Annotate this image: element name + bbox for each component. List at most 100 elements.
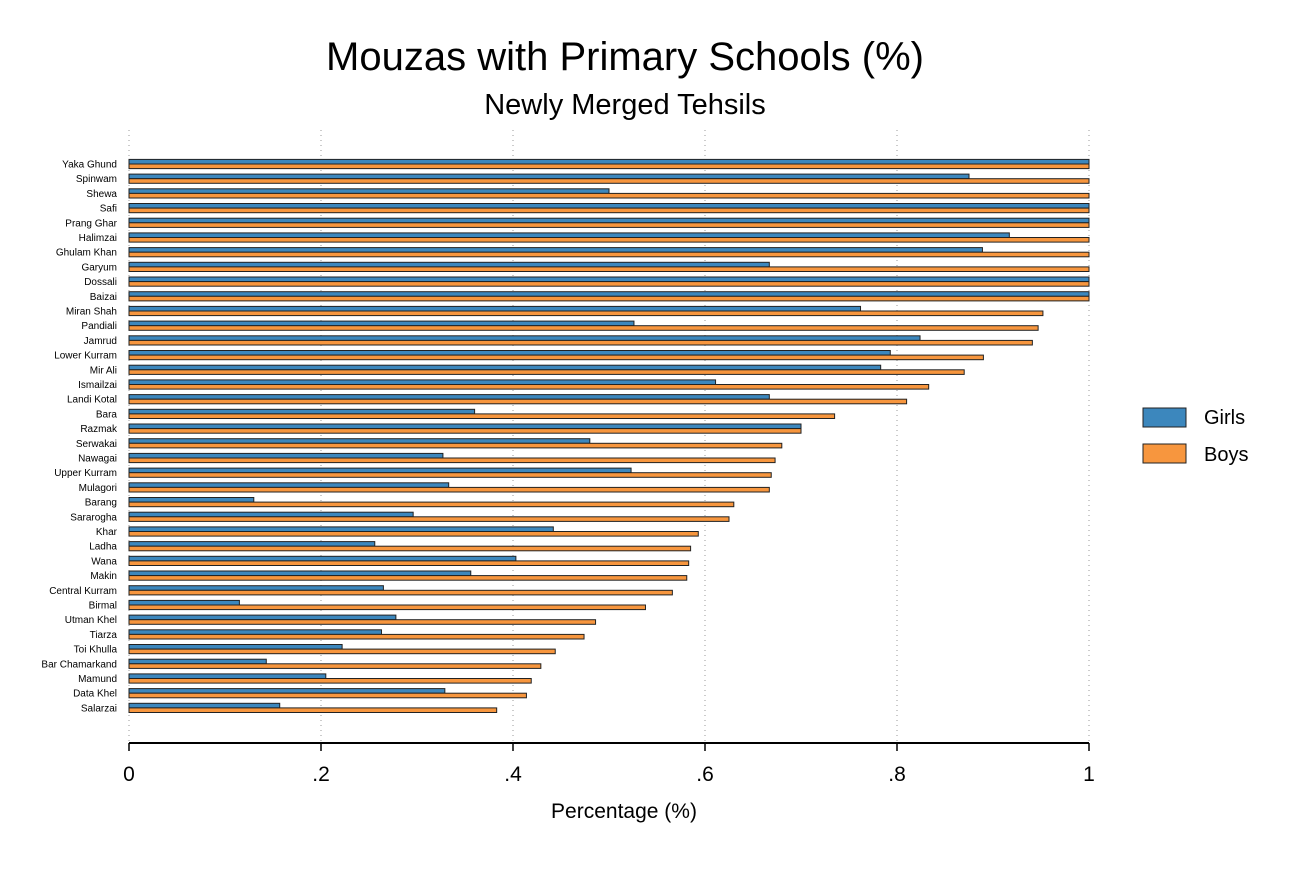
- legend-swatch-girls: [1142, 407, 1187, 428]
- category-label: Birmal: [89, 601, 117, 612]
- bar-boys: [128, 178, 1090, 184]
- bar-boys: [128, 486, 770, 493]
- bar-girls: [128, 232, 1010, 238]
- bar-girls: [128, 702, 281, 709]
- bar-girls: [128, 467, 632, 474]
- bar-boys: [128, 428, 802, 434]
- category-label: Garyum: [81, 262, 117, 273]
- category-labels: Yaka Ghund Spinwam Shewa Safi Prang Ghar Hali…: [41, 160, 118, 715]
- bar-girls: [128, 599, 240, 606]
- bar-girls: [128, 570, 472, 577]
- category-label: Landi Kotal: [67, 395, 117, 406]
- bar-boys: [128, 384, 930, 390]
- category-label: Prang Ghar: [65, 218, 117, 229]
- bar-boys: [128, 619, 597, 625]
- bar-boys: [128, 545, 692, 552]
- bar-boys: [128, 163, 1090, 170]
- bar-girls: [128, 408, 476, 415]
- category-label: Yaka Ghund: [62, 160, 117, 171]
- bar-boys: [128, 560, 690, 567]
- bar-girls: [128, 320, 635, 327]
- bar-boys: [128, 339, 1033, 346]
- bar-girls: [128, 188, 610, 194]
- category-label: Halimzai: [79, 233, 117, 244]
- bar-boys: [128, 692, 527, 699]
- bar-girls: [128, 482, 450, 488]
- category-label: Data Khel: [73, 689, 117, 700]
- category-label: Central Kurram: [49, 586, 117, 597]
- bar-girls: [128, 452, 444, 459]
- bar-girls: [128, 291, 1090, 297]
- category-label: Ismailzai: [78, 380, 117, 391]
- x-tick-label: .4: [504, 763, 522, 786]
- bar-girls: [128, 511, 414, 518]
- bar-girls: [128, 614, 397, 621]
- bar-girls: [128, 629, 382, 635]
- chart-subtitle: Newly Merged Tehsils: [484, 89, 766, 121]
- category-label: Shewa: [86, 189, 117, 200]
- category-label: Upper Kurram: [54, 468, 117, 479]
- category-label: Mamund: [78, 674, 117, 685]
- bar-girls: [128, 644, 343, 650]
- category-label: Miran Shah: [66, 307, 117, 318]
- category-label: Bar Chamarkand: [41, 659, 117, 670]
- category-label: Wana: [91, 556, 117, 567]
- bar-girls: [128, 688, 446, 694]
- bar-girls: [128, 247, 983, 253]
- category-label: Safi: [100, 204, 117, 215]
- bar-girls: [128, 673, 327, 680]
- bar-boys: [128, 413, 836, 419]
- category-label: Pandiali: [81, 321, 117, 332]
- bar-boys: [128, 295, 1090, 302]
- bar-boys: [128, 707, 498, 714]
- x-tick-label: .2: [312, 763, 330, 786]
- bar-girls: [128, 423, 802, 430]
- category-label: Razmak: [80, 424, 118, 435]
- bar-girls: [128, 585, 384, 591]
- bar-boys: [128, 192, 1090, 199]
- bar-girls: [128, 526, 554, 533]
- bar-boys: [128, 222, 1090, 228]
- bar-boys: [128, 251, 1090, 258]
- legend: Girls Boys: [1142, 407, 1248, 466]
- category-label: Tiarza: [90, 630, 118, 641]
- gridlines: [128, 130, 1090, 743]
- bar-boys: [128, 516, 730, 522]
- bar-girls: [128, 350, 891, 356]
- legend-swatch-boys: [1142, 443, 1187, 464]
- category-label: Mir Ali: [90, 365, 117, 376]
- bar-boys: [128, 678, 532, 684]
- bars: [128, 158, 1090, 714]
- category-label: Utman Khel: [65, 615, 117, 626]
- bar-boys: [128, 648, 556, 655]
- x-tick-label: 0: [123, 763, 135, 786]
- bar-girls: [128, 158, 1090, 165]
- x-axis-title: Percentage (%): [551, 800, 697, 823]
- bar-boys: [128, 237, 1090, 243]
- bar-girls: [128, 497, 255, 503]
- category-label: Barang: [85, 498, 117, 509]
- bar-boys: [128, 457, 776, 464]
- category-label: Toi Khulla: [74, 645, 118, 656]
- bar-boys: [128, 633, 585, 640]
- bar-girls: [128, 379, 717, 385]
- bar-girls: [128, 364, 882, 371]
- bar-girls: [128, 276, 1090, 283]
- bar-girls: [128, 394, 770, 400]
- bar-girls: [128, 305, 862, 312]
- bar-girls: [128, 541, 376, 547]
- x-tick-label: 1: [1083, 763, 1095, 786]
- bar-boys: [128, 442, 783, 449]
- category-label: Lower Kurram: [54, 351, 117, 362]
- category-label: Khar: [96, 527, 118, 538]
- bar-boys: [128, 369, 965, 375]
- bar-girls: [128, 555, 517, 562]
- bar-boys: [128, 310, 1044, 317]
- bar-boys: [128, 354, 984, 361]
- bar-boys: [128, 281, 1090, 287]
- category-label: Mulagori: [79, 483, 117, 494]
- bar-boys: [128, 398, 908, 405]
- legend-label-boys: Boys: [1204, 444, 1248, 466]
- bar-boys: [128, 472, 772, 478]
